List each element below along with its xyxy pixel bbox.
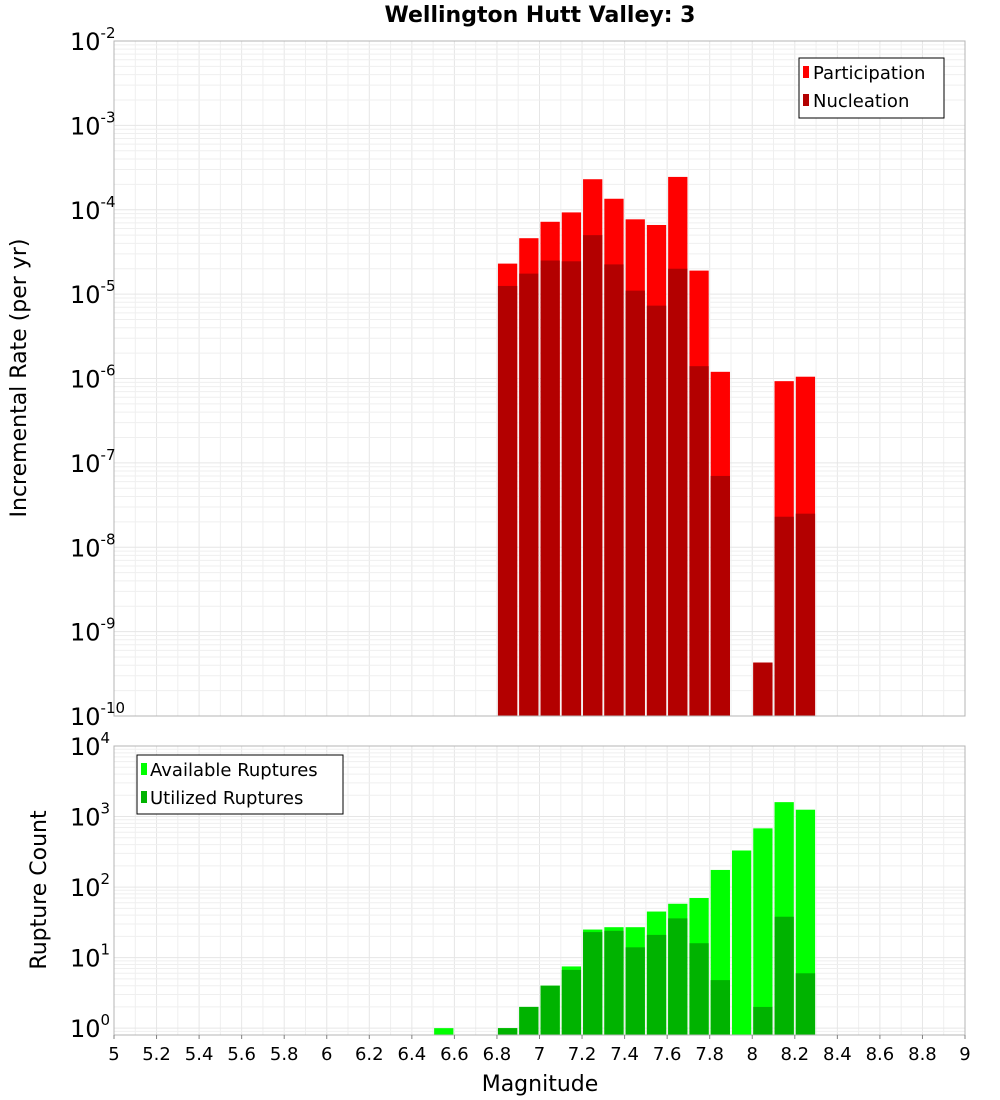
bottom-plot: 100 101 102 103 104 5 5.2 5.4 5.6 5.8 6 6.2 6.4 6.6 6… (27, 729, 971, 1097)
legend-swatch-nucleation (803, 94, 809, 106)
x-tick-label: 5.2 (142, 1044, 171, 1065)
legend-swatch-available (141, 763, 147, 775)
legend-label-participation: Participation (813, 63, 925, 84)
bottom-y-tick-label: 102 (70, 870, 110, 902)
x-tick-label: 5 (108, 1044, 119, 1065)
x-tick-label: 7 (534, 1044, 545, 1065)
bottom-legend: Available Ruptures Utilized Ruptures (136, 754, 344, 815)
bottom-bar-utilized-ruptures-7.35 (604, 930, 624, 1035)
x-tick-label: 7.4 (610, 1044, 639, 1065)
legend-label-available: Available Ruptures (150, 760, 318, 781)
bottom-bar-utilized-ruptures-7.25 (583, 932, 603, 1035)
top-y-tick-label: 10-4 (70, 193, 116, 225)
x-axis-label: Magnitude (482, 1072, 599, 1097)
top-bar-nucleation-6.95 (519, 273, 539, 716)
bottom-bar-utilized-ruptures-7.05 (540, 985, 560, 1035)
bottom-bar-utilized-ruptures-8.25 (795, 973, 816, 1035)
top-bar-nucleation-7.25 (583, 235, 603, 716)
x-tick-label: 8.8 (908, 1044, 937, 1065)
x-tick-label: 8.6 (866, 1044, 895, 1065)
top-bar-nucleation-8.25 (795, 513, 816, 716)
top-y-tick-label: 10-3 (70, 108, 116, 140)
bottom-y-tick-label: 104 (70, 729, 110, 761)
bottom-y-tick-label: 101 (70, 941, 110, 973)
x-tick-label: 8.2 (780, 1044, 809, 1065)
top-y-axis-label: Incremental Rate (per yr) (7, 239, 32, 518)
bottom-bar-available-ruptures-7.95 (731, 850, 752, 1035)
bottom-y-tick-label: 103 (70, 800, 110, 832)
x-tick-label: 6.2 (355, 1044, 384, 1065)
x-tick-label: 5.8 (270, 1044, 299, 1065)
legend-label-nucleation: Nucleation (813, 91, 909, 112)
bottom-bar-utilized-ruptures-8.15 (774, 916, 794, 1035)
bottom-y-axis-label: Rupture Count (27, 810, 52, 970)
legend-swatch-participation (803, 66, 809, 78)
bottom-y-tick-label: 100 (70, 1011, 110, 1043)
x-tick-label: 5.4 (185, 1044, 214, 1065)
top-bar-nucleation-7.45 (625, 290, 645, 716)
x-tick-label: 5.6 (227, 1044, 256, 1065)
bottom-bar-available-ruptures-8.05 (753, 828, 773, 1035)
top-bar-nucleation-6.85 (497, 285, 518, 716)
top-bar-nucleation-8.15 (774, 516, 794, 716)
top-bar-nucleation-7.35 (604, 264, 624, 716)
x-tick-label: 6.4 (398, 1044, 427, 1065)
top-bar-nucleation-7.55 (646, 305, 667, 716)
top-plot: 10-10 10-9 10-8 10-7 10-6 10-5 10-4 10-3 10-2 In… (7, 24, 966, 731)
top-bar-nucleation-7.75 (689, 366, 709, 716)
top-y-tick-label: 10-2 (70, 24, 116, 56)
bottom-bar-utilized-ruptures-7.85 (710, 980, 730, 1035)
top-y-tick-label: 10-9 (70, 615, 116, 647)
bottom-bar-utilized-ruptures-7.75 (689, 943, 709, 1035)
top-bar-nucleation-8.05 (753, 662, 773, 716)
x-tick-label: 6 (321, 1044, 332, 1065)
bottom-bar-utilized-ruptures-7.45 (625, 947, 645, 1035)
bottom-bar-available-ruptures-6.55 (434, 1028, 454, 1035)
bottom-bar-utilized-ruptures-6.85 (497, 1028, 518, 1035)
legend-label-utilized: Utilized Ruptures (150, 788, 303, 809)
bottom-bar-utilized-ruptures-7.65 (668, 918, 688, 1035)
x-tick-label: 7.6 (653, 1044, 682, 1065)
top-y-tick-label: 10-8 (70, 530, 116, 562)
x-tick-label: 7.2 (568, 1044, 597, 1065)
top-bar-nucleation-7.85 (710, 475, 730, 716)
top-y-tick-label: 10-6 (70, 362, 116, 394)
x-tick-label: 6.6 (440, 1044, 469, 1065)
x-tick-label: 7.8 (695, 1044, 724, 1065)
bottom-bar-utilized-ruptures-7.15 (561, 969, 582, 1035)
top-legend: Participation Nucleation (798, 57, 945, 119)
bottom-bar-utilized-ruptures-8.05 (753, 1006, 773, 1035)
top-plot-frame (113, 40, 966, 717)
x-tick-label: 8 (747, 1044, 758, 1065)
x-tick-label: 6.8 (483, 1044, 512, 1065)
x-tick-label: 9 (959, 1044, 970, 1065)
top-y-tick-label: 10-5 (70, 277, 116, 309)
top-bar-nucleation-7.05 (540, 260, 560, 716)
bottom-bar-utilized-ruptures-6.95 (519, 1006, 539, 1035)
top-bar-nucleation-7.65 (668, 268, 688, 716)
chart-title: Wellington Hutt Valley: 3 (385, 3, 696, 28)
legend-swatch-utilized (141, 791, 147, 803)
top-y-tick-label: 10-10 (70, 699, 125, 731)
x-tick-label: 8.4 (823, 1044, 852, 1065)
top-bar-nucleation-7.15 (561, 261, 582, 716)
top-y-tick-label: 10-7 (70, 446, 116, 478)
bottom-bar-utilized-ruptures-7.55 (646, 934, 667, 1035)
